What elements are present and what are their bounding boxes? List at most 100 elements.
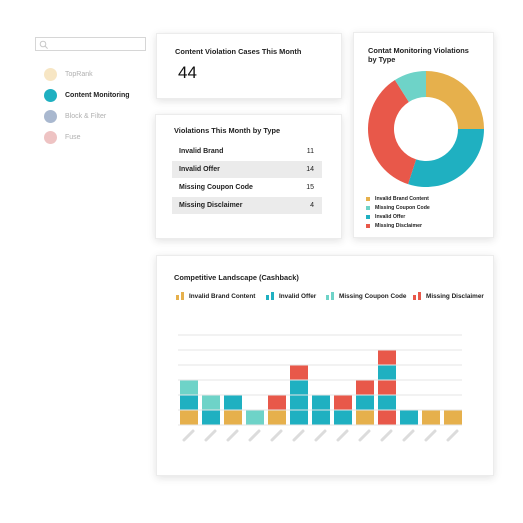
bar-legend-icon [413,292,421,300]
donut-legend-item: Missing Disclaimer [366,222,422,229]
bar-segment [202,410,220,425]
cases-card: Content Violation Cases This Month 44 [156,33,342,99]
bar-segment [290,365,308,380]
x-tick-label [424,429,437,442]
x-tick-label [226,429,239,442]
x-tick-label [446,429,459,442]
bar-segment [400,410,418,425]
table-row: Invalid Brand 11 [172,143,322,160]
cases-count: 44 [178,63,197,82]
bar-segment [224,410,242,425]
row-count: 4 [310,202,314,209]
legend-label: Missing Coupon Code [339,292,407,300]
x-tick-label [248,429,261,442]
donut-slice [368,80,417,185]
chart-legend-item: Missing Coupon Code [326,292,406,300]
x-tick-label [270,429,283,442]
row-label: Invalid Brand [179,148,224,155]
donut-slice [394,71,426,102]
bar-segment [246,410,264,425]
x-tick-label [314,429,327,442]
x-tick-label [336,429,349,442]
chart-legend-item: Invalid Offer [266,292,316,300]
donut-legend-item: Invalid Offer [366,213,405,220]
bar-segment [378,410,396,425]
bar-segment [378,395,396,410]
legend-label: Missing Coupon Code [375,204,430,211]
donut-slice [426,71,484,129]
bar-legend-icon [176,292,184,300]
donut-card-title: Contat Monitoring Violations by Type [368,46,469,64]
legend-label: Invalid Offer [279,292,317,300]
donut-title-line-2: by Type [368,55,396,64]
violations-card-title: Violations This Month by Type [174,126,281,135]
legend-swatch [366,214,370,219]
row-label: Missing Coupon Code [179,184,253,191]
x-tick-label [204,429,217,442]
bar-segment [356,410,374,425]
bar-segment [312,395,330,410]
bar-segment [444,410,462,425]
row-count: 14 [306,166,314,173]
table-row: Missing Coupon Code 15 [172,179,322,196]
legend-label: Invalid Brand Content [189,292,256,300]
bar-legend-icon [326,292,334,300]
competitive-bar-chart [178,334,462,442]
chart-legend-item: Missing Disclaimer [413,292,484,300]
x-tick-label [292,429,305,442]
row-label: Invalid Offer [179,166,220,173]
sidebar-item-content-monitoring[interactable]: Content Monitoring [44,88,130,102]
fuse-dot-icon [44,130,57,144]
legend-swatch [366,223,370,228]
sidebar-item-label: Fuse [65,133,81,141]
bar-segment [378,380,396,395]
x-tick-label [182,429,195,442]
search-input[interactable] [35,37,146,51]
donut-legend-item: Missing Coupon Code [366,204,430,211]
bar-segment [378,350,396,365]
sidebar-item-label: TopRank [65,70,93,78]
row-count: 11 [306,148,314,155]
sidebar-item-toprank[interactable]: TopRank [44,67,93,81]
bar-segment [202,395,220,410]
bar-segment [180,380,198,395]
search-icon [39,40,48,49]
bar-segment [378,365,396,380]
legend-label: Invalid Offer [375,213,406,220]
legend-label: Invalid Brand Content [375,195,429,202]
sidebar-item-label: Block & Filter [65,112,107,120]
legend-label: Missing Disclaimer [375,222,422,229]
donut-legend-item: Invalid Brand Content [366,195,429,202]
content-monitoring-dot-icon [44,88,57,102]
bar-segment [312,410,330,425]
x-tick-label [380,429,393,442]
table-row: Missing Disclaimer 4 [172,197,322,214]
bar-segment [268,410,286,425]
cases-card-title: Content Violation Cases This Month [175,47,302,56]
bar-segment [224,395,242,410]
chart-legend-item: Invalid Brand Content [176,292,255,300]
toprank-dot-icon [44,67,57,81]
legend-swatch [366,196,370,201]
bar-segment [180,395,198,410]
row-count: 15 [306,184,314,191]
bar-segment [268,395,286,410]
bar-segment [334,395,352,410]
bar-segment [180,410,198,425]
bar-segment [356,380,374,395]
donut-slice [408,129,484,187]
donut-title-line-1: Contat Monitoring Violations [368,46,469,55]
sidebar-item-block-filter[interactable]: Block & Filter [44,109,106,123]
bar-segment [290,380,308,395]
competitive-card-title: Competitive Landscape (Cashback) [174,273,299,282]
legend-label: Missing Disclaimer [426,292,484,300]
donut-chart [368,71,484,187]
sidebar-item-fuse[interactable]: Fuse [44,130,81,144]
x-tick-label [402,429,415,442]
bar-segment [422,410,440,425]
bar-segment [334,410,352,425]
row-label: Missing Disclaimer [179,202,243,209]
legend-swatch [366,205,370,210]
bar-legend-icon [266,292,274,300]
block-filter-dot-icon [44,109,57,123]
